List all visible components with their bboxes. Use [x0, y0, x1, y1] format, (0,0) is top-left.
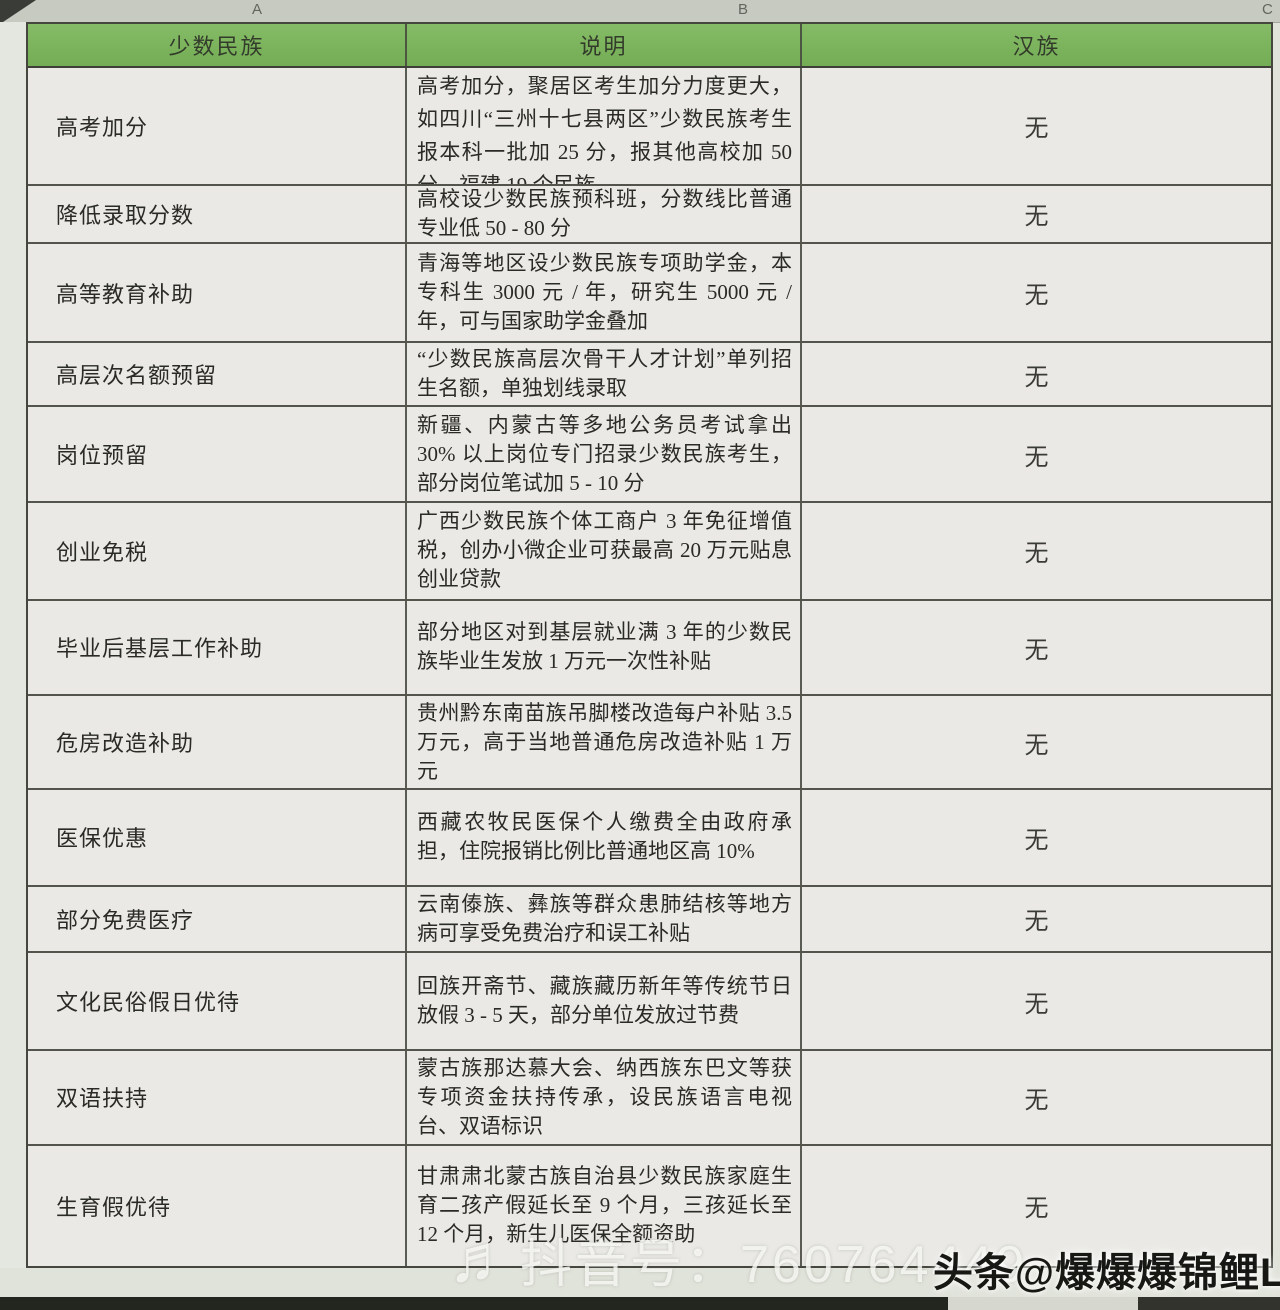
table-row: 创业免税 广西少数民族个体工商户 3 年免征增值税，创办小微企业可获最高 20 …	[28, 503, 1271, 601]
description-cell: 西藏农牧民医保个人缴费全由政府承担，住院报销比例比普通地区高 10%	[407, 789, 802, 885]
category-cell: 创业免税	[28, 503, 407, 599]
table-header-row: 少数民族 说明 汉族	[28, 24, 1271, 68]
bottom-band-right	[1138, 1297, 1280, 1310]
table-row: 双语扶持 蒙古族那达慕大会、纳西族东巴文等获专项资金扶持传承，设民族语言电视台、…	[28, 1050, 1271, 1146]
header-han: 汉族	[1012, 33, 1061, 59]
han-cell: 无	[1024, 732, 1049, 759]
category-cell: 文化民俗假日优待	[28, 953, 407, 1049]
description-cell: 蒙古族那达慕大会、纳西族东巴文等获专项资金扶持传承，设民族语言电视台、双语标识	[407, 1050, 802, 1144]
category-cell: 高等教育补助	[28, 243, 407, 342]
category-cell: 部分免费医疗	[28, 886, 407, 952]
table-row: 部分免费医疗 云南傣族、彝族等群众患肺结核等地方病可享受免费治疗和误工补贴 无	[28, 886, 1271, 954]
han-cell: 无	[1024, 541, 1049, 568]
han-cell: 无	[1024, 116, 1049, 143]
benefits-table: 少数民族 说明 汉族 高考加分 高考加分，聚居区考生加分力度更大，如四川“三州十…	[26, 22, 1273, 1268]
bottom-band-middle	[948, 1297, 1138, 1310]
han-cell: 无	[1024, 364, 1049, 391]
category-cell: 双语扶持	[28, 1050, 407, 1144]
description-cell: “少数民族高层次骨干人才计划”单列招生名额，单独划线录取	[407, 343, 802, 406]
table-row: 高等教育补助 青海等地区设少数民族专项助学金，本专科生 3000 元 / 年，研…	[28, 243, 1271, 344]
category-cell: 高层次名额预留	[28, 343, 407, 406]
han-cell: 无	[1024, 204, 1049, 231]
description-cell: 云南傣族、彝族等群众患肺结核等地方病可享受免费治疗和误工补贴	[407, 886, 802, 952]
han-cell: 无	[1024, 991, 1049, 1018]
table-row: 毕业后基层工作补助 部分地区对到基层就业满 3 年的少数民族毕业生发放 1 万元…	[28, 600, 1271, 697]
bottom-band-left	[0, 1297, 948, 1310]
description-cell: 高考加分，聚居区考生加分力度更大，如四川“三州十七县两区”少数民族考生报本科一批…	[407, 67, 802, 184]
description-cell: 贵州黔东南苗族吊脚楼改造每户补贴 3.5 万元，高于当地普通危房改造补贴 1 万…	[407, 696, 802, 788]
column-letter-a: A	[252, 1, 263, 18]
han-cell: 无	[1024, 1087, 1049, 1114]
table-row: 高层次名额预留 “少数民族高层次骨干人才计划”单列招生名额，单独划线录取 无	[28, 343, 1271, 408]
category-cell: 毕业后基层工作补助	[28, 600, 407, 695]
category-cell: 医保优惠	[28, 789, 407, 885]
toutiao-watermark-text: 头条@爆爆爆锦鲤LC	[933, 1251, 1280, 1295]
column-letter-c: C	[1262, 1, 1273, 18]
table-row: 降低录取分数 高校设少数民族预科班，分数线比普通专业低 50 - 80 分 无	[28, 185, 1271, 244]
description-cell: 部分地区对到基层就业满 3 年的少数民族毕业生发放 1 万元一次性补贴	[407, 600, 802, 695]
han-cell: 无	[1024, 637, 1049, 664]
han-cell: 无	[1024, 909, 1049, 936]
han-cell: 无	[1024, 283, 1049, 310]
description-cell: 高校设少数民族预科班，分数线比普通专业低 50 - 80 分	[407, 185, 802, 242]
table-row: 岗位预留 新疆、内蒙古等多地公务员考试拿出 30% 以上岗位专门招录少数民族考生…	[28, 407, 1271, 504]
row-header-strip	[0, 22, 27, 1268]
han-cell: 无	[1024, 444, 1049, 471]
category-cell: 危房改造补助	[28, 696, 407, 788]
table-row: 危房改造补助 贵州黔东南苗族吊脚楼改造每户补贴 3.5 万元，高于当地普通危房改…	[28, 696, 1271, 790]
header-description: 说明	[407, 24, 802, 66]
han-cell: 无	[1024, 1196, 1049, 1223]
description-cell: 甘肃肃北蒙古族自治县少数民族家庭生育二孩产假延长至 9 个月，三孩延长至 12 …	[407, 1145, 802, 1267]
corner-fold-icon	[0, 0, 36, 24]
description-cell: 回族开斋节、藏族藏历新年等传统节日放假 3 - 5 天，部分单位发放过节费	[407, 953, 802, 1049]
header-minority: 少数民族	[28, 24, 407, 66]
table-row: 生育假优待 甘肃肃北蒙古族自治县少数民族家庭生育二孩产假延长至 9 个月，三孩延…	[28, 1145, 1271, 1267]
table-row: 文化民俗假日优待 回族开斋节、藏族藏历新年等传统节日放假 3 - 5 天，部分单…	[28, 953, 1271, 1051]
category-cell: 降低录取分数	[28, 185, 407, 242]
description-cell: 广西少数民族个体工商户 3 年免征增值税，创办小微企业可获最高 20 万元贴息创…	[407, 503, 802, 599]
description-cell: 新疆、内蒙古等多地公务员考试拿出 30% 以上岗位专门招录少数民族考生，部分岗位…	[407, 407, 802, 502]
han-cell: 无	[1024, 827, 1049, 854]
category-cell: 高考加分	[28, 67, 407, 184]
column-letter-b: B	[738, 1, 749, 18]
category-cell: 岗位预留	[28, 407, 407, 502]
column-header-strip: A B C	[0, 0, 1280, 23]
table-row: 高考加分 高考加分，聚居区考生加分力度更大，如四川“三州十七县两区”少数民族考生…	[28, 67, 1271, 186]
description-cell: 青海等地区设少数民族专项助学金，本专科生 3000 元 / 年，研究生 5000…	[407, 243, 802, 342]
table-row: 医保优惠 西藏农牧民医保个人缴费全由政府承担，住院报销比例比普通地区高 10% …	[28, 789, 1271, 887]
category-cell: 生育假优待	[28, 1145, 407, 1267]
